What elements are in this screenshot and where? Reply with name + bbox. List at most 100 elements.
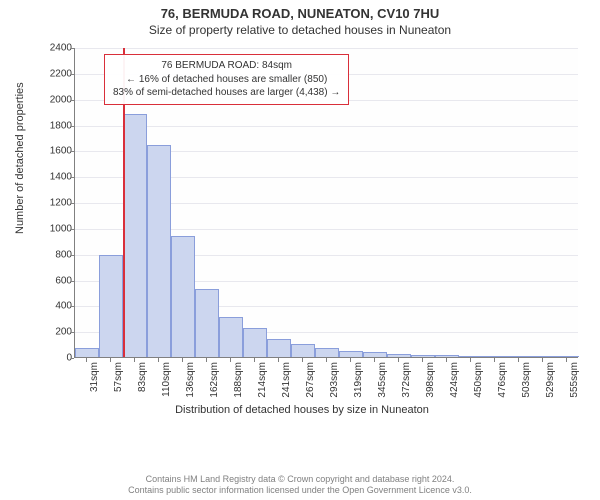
y-tick-label: 2400 bbox=[42, 43, 72, 54]
y-tick-label: 1000 bbox=[42, 223, 72, 234]
x-tick-label: 450sqm bbox=[473, 362, 484, 398]
histogram-bar bbox=[531, 356, 555, 357]
x-tick-mark bbox=[518, 358, 519, 362]
x-tick-label: 503sqm bbox=[521, 362, 532, 398]
x-tick-label: 162sqm bbox=[209, 362, 220, 398]
x-tick-mark bbox=[206, 358, 207, 362]
histogram-bar bbox=[339, 351, 363, 357]
histogram-bar bbox=[555, 356, 579, 357]
y-tick-mark bbox=[71, 177, 74, 178]
histogram-bar bbox=[243, 328, 267, 357]
x-tick-label: 267sqm bbox=[305, 362, 316, 398]
x-tick-mark bbox=[230, 358, 231, 362]
y-tick-label: 2200 bbox=[42, 68, 72, 79]
y-tick-mark bbox=[71, 358, 74, 359]
x-tick-mark bbox=[110, 358, 111, 362]
y-tick-label: 0 bbox=[42, 353, 72, 364]
histogram-bar bbox=[147, 145, 171, 357]
footer: Contains HM Land Registry data © Crown c… bbox=[0, 474, 600, 497]
histogram-bar bbox=[507, 356, 531, 357]
x-tick-label: 319sqm bbox=[353, 362, 364, 398]
histogram-bar bbox=[267, 339, 291, 357]
x-tick-mark bbox=[326, 358, 327, 362]
y-tick-mark bbox=[71, 332, 74, 333]
x-tick-mark bbox=[134, 358, 135, 362]
x-tick-mark bbox=[446, 358, 447, 362]
y-tick-mark bbox=[71, 48, 74, 49]
chart-area: Number of detached properties Distributi… bbox=[22, 44, 582, 424]
x-tick-label: 188sqm bbox=[233, 362, 244, 398]
x-tick-mark bbox=[350, 358, 351, 362]
histogram-bar bbox=[363, 352, 387, 357]
y-tick-label: 2000 bbox=[42, 94, 72, 105]
y-tick-label: 400 bbox=[42, 301, 72, 312]
x-tick-label: 345sqm bbox=[377, 362, 388, 398]
y-tick-mark bbox=[71, 151, 74, 152]
gridline bbox=[75, 48, 578, 49]
y-tick-mark bbox=[71, 229, 74, 230]
x-tick-mark bbox=[398, 358, 399, 362]
x-tick-label: 214sqm bbox=[257, 362, 268, 398]
x-tick-label: 398sqm bbox=[425, 362, 436, 398]
x-tick-label: 555sqm bbox=[569, 362, 580, 398]
y-tick-mark bbox=[71, 306, 74, 307]
x-tick-label: 110sqm bbox=[161, 362, 172, 397]
y-tick-label: 1400 bbox=[42, 172, 72, 183]
x-tick-mark bbox=[566, 358, 567, 362]
gridline bbox=[75, 126, 578, 127]
y-tick-label: 1600 bbox=[42, 146, 72, 157]
x-tick-mark bbox=[302, 358, 303, 362]
y-tick-mark bbox=[71, 74, 74, 75]
histogram-bar bbox=[411, 355, 435, 357]
x-tick-label: 476sqm bbox=[497, 362, 508, 398]
histogram-bar bbox=[219, 317, 243, 357]
x-tick-mark bbox=[278, 358, 279, 362]
x-tick-mark bbox=[86, 358, 87, 362]
histogram-bar bbox=[483, 356, 507, 357]
x-tick-mark bbox=[422, 358, 423, 362]
histogram-bar bbox=[99, 255, 123, 357]
y-tick-label: 1800 bbox=[42, 120, 72, 131]
x-tick-mark bbox=[158, 358, 159, 362]
y-tick-label: 1200 bbox=[42, 198, 72, 209]
x-tick-mark bbox=[254, 358, 255, 362]
x-tick-label: 241sqm bbox=[281, 362, 292, 398]
x-tick-mark bbox=[470, 358, 471, 362]
y-axis-label: Number of detached properties bbox=[14, 82, 26, 234]
x-tick-mark bbox=[374, 358, 375, 362]
y-tick-label: 600 bbox=[42, 275, 72, 286]
x-tick-label: 424sqm bbox=[449, 362, 460, 398]
x-tick-label: 529sqm bbox=[545, 362, 556, 398]
x-tick-label: 372sqm bbox=[401, 362, 412, 398]
y-tick-mark bbox=[71, 281, 74, 282]
x-tick-mark bbox=[182, 358, 183, 362]
histogram-bar bbox=[315, 348, 339, 357]
footer-line-2: Contains public sector information licen… bbox=[0, 485, 600, 496]
y-tick-mark bbox=[71, 255, 74, 256]
y-tick-label: 800 bbox=[42, 249, 72, 260]
callout-box: 76 BERMUDA ROAD: 84sqm← 16% of detached … bbox=[104, 54, 349, 105]
y-tick-mark bbox=[71, 126, 74, 127]
histogram-bar bbox=[171, 236, 195, 357]
x-tick-label: 83sqm bbox=[137, 362, 148, 392]
histogram-bar bbox=[123, 114, 147, 357]
histogram-bar bbox=[435, 355, 459, 357]
callout-line: 83% of semi-detached houses are larger (… bbox=[113, 86, 340, 100]
x-tick-mark bbox=[494, 358, 495, 362]
page-subtitle: Size of property relative to detached ho… bbox=[0, 23, 600, 37]
histogram-bar bbox=[387, 354, 411, 357]
x-tick-mark bbox=[542, 358, 543, 362]
page-title: 76, BERMUDA ROAD, NUNEATON, CV10 7HU bbox=[0, 6, 600, 21]
histogram-bar bbox=[291, 344, 315, 357]
x-axis-label: Distribution of detached houses by size … bbox=[22, 404, 582, 416]
y-tick-label: 200 bbox=[42, 327, 72, 338]
x-tick-label: 293sqm bbox=[329, 362, 340, 398]
x-tick-label: 136sqm bbox=[185, 362, 196, 398]
histogram-bar bbox=[75, 348, 99, 357]
y-tick-mark bbox=[71, 203, 74, 204]
footer-line-1: Contains HM Land Registry data © Crown c… bbox=[0, 474, 600, 485]
y-tick-mark bbox=[71, 100, 74, 101]
histogram-bar bbox=[459, 356, 483, 357]
x-tick-label: 57sqm bbox=[113, 362, 124, 392]
callout-line: ← 16% of detached houses are smaller (85… bbox=[113, 73, 340, 87]
